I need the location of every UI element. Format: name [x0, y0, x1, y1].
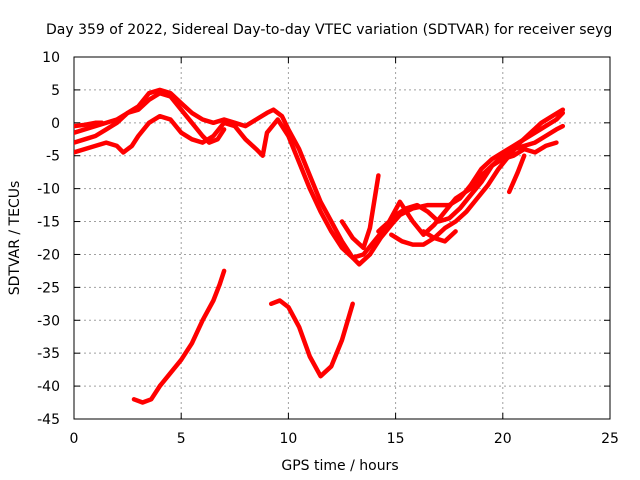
y-tick-labels: 10 5 0 -5 -10 -15 -20 -25 -30 -35 -40 -45 — [37, 50, 60, 428]
series-line-track-10 — [506, 153, 527, 195]
series-line-track-4 — [74, 120, 105, 129]
y-tick-label: -10 — [37, 182, 60, 198]
series-line-track-9 — [389, 107, 566, 247]
series-line-track-6 — [268, 298, 355, 379]
y-tick-label: -35 — [37, 346, 60, 362]
x-tick-label: 15 — [387, 431, 405, 447]
axis-ticks — [73, 56, 611, 420]
x-tick-label: 25 — [601, 431, 619, 447]
x-tick-labels: 0 5 10 15 20 25 — [70, 431, 619, 447]
x-tick-label: 10 — [279, 431, 297, 447]
y-tick-label: -5 — [46, 149, 60, 165]
series-line-track-3 — [74, 113, 566, 260]
series-line-track-1 — [74, 87, 566, 267]
grid-lines — [74, 57, 610, 419]
y-tick-label: -45 — [37, 412, 60, 428]
plot-frame — [73, 56, 611, 420]
y-tick-label: 0 — [51, 116, 60, 132]
series-line-track-11 — [421, 229, 458, 244]
series-line-track-7 — [339, 173, 381, 251]
x-tick-label: 20 — [494, 431, 512, 447]
x-tick-label: 5 — [177, 431, 186, 447]
data-series — [74, 87, 566, 405]
y-axis-label: SDTVAR / TECUs — [7, 181, 23, 296]
y-tick-label: 5 — [51, 83, 60, 99]
y-tick-label: 10 — [42, 50, 60, 66]
y-tick-label: -15 — [37, 215, 60, 231]
chart-title: Day 359 of 2022, Sidereal Day-to-day VTE… — [46, 22, 612, 38]
x-tick-label: 0 — [70, 431, 79, 447]
y-tick-label: -30 — [37, 313, 60, 329]
y-tick-label: -20 — [37, 247, 60, 263]
series-line-track-5 — [131, 268, 227, 405]
series-line-track-8 — [376, 140, 559, 237]
x-axis-label: GPS time / hours — [281, 458, 398, 474]
y-tick-label: -40 — [37, 379, 60, 395]
y-tick-label: -25 — [37, 280, 60, 296]
